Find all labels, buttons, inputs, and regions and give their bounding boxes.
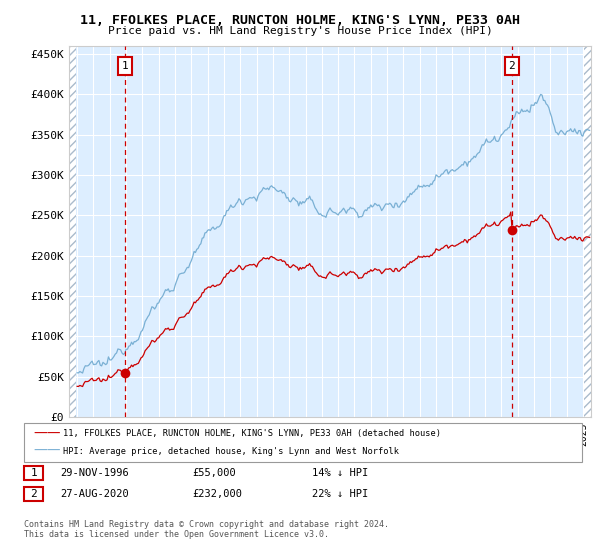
Text: 22% ↓ HPI: 22% ↓ HPI — [312, 489, 368, 499]
Text: ——: —— — [33, 427, 61, 441]
Text: 1: 1 — [30, 468, 37, 478]
Text: 2: 2 — [30, 489, 37, 499]
Text: 27-AUG-2020: 27-AUG-2020 — [60, 489, 129, 499]
Text: HPI: Average price, detached house, King's Lynn and West Norfolk: HPI: Average price, detached house, King… — [63, 446, 399, 455]
Text: £232,000: £232,000 — [192, 489, 242, 499]
Text: 2: 2 — [509, 61, 515, 71]
Text: Price paid vs. HM Land Registry's House Price Index (HPI): Price paid vs. HM Land Registry's House … — [107, 26, 493, 36]
Text: 1: 1 — [121, 61, 128, 71]
Text: 11, FFOLKES PLACE, RUNCTON HOLME, KING'S LYNN, PE33 0AH (detached house): 11, FFOLKES PLACE, RUNCTON HOLME, KING'S… — [63, 430, 441, 438]
Text: Contains HM Land Registry data © Crown copyright and database right 2024.
This d: Contains HM Land Registry data © Crown c… — [24, 520, 389, 539]
Text: £55,000: £55,000 — [192, 468, 236, 478]
Text: ——: —— — [33, 444, 61, 458]
Text: 29-NOV-1996: 29-NOV-1996 — [60, 468, 129, 478]
Text: 14% ↓ HPI: 14% ↓ HPI — [312, 468, 368, 478]
Text: 11, FFOLKES PLACE, RUNCTON HOLME, KING'S LYNN, PE33 0AH: 11, FFOLKES PLACE, RUNCTON HOLME, KING'S… — [80, 14, 520, 27]
